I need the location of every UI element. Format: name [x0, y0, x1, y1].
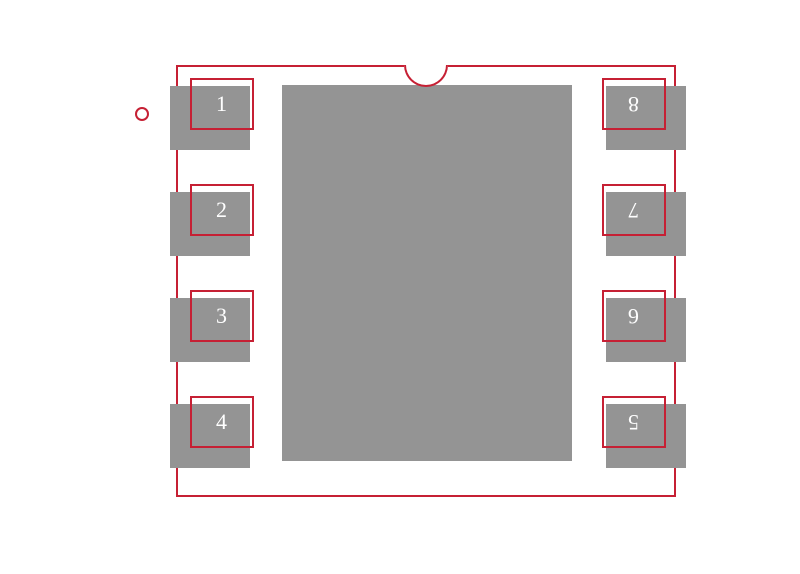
pin-7-label: 7 [628, 199, 639, 221]
pin1-orientation-dot [135, 107, 149, 121]
pin-6-label: 6 [628, 305, 639, 327]
pin-5-label: 5 [628, 411, 639, 433]
pin-3-label: 3 [216, 305, 227, 327]
footprint-canvas: 1 2 3 4 5 6 7 8 [0, 0, 800, 574]
pin-8-label: 8 [628, 93, 639, 115]
pin-1-label: 1 [216, 93, 227, 115]
pin-4-label: 4 [216, 411, 227, 433]
pin-2-label: 2 [216, 199, 227, 221]
